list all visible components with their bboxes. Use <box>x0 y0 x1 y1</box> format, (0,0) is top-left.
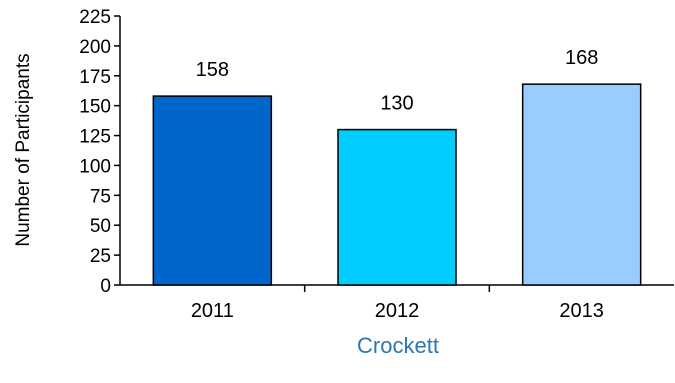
x-tick-label-2013: 2013 <box>559 300 604 322</box>
y-tick-label: 100 <box>79 156 111 177</box>
y-tick-label: 200 <box>79 37 111 58</box>
data-label-2012: 130 <box>380 93 413 115</box>
y-tick-label: 125 <box>79 127 111 148</box>
data-label-2011: 158 <box>196 59 229 81</box>
y-tick-label: 175 <box>79 67 111 88</box>
y-tick-label: 225 <box>79 7 111 28</box>
y-tick-label: 50 <box>90 216 111 237</box>
y-axis: 0 25 50 75 100 125 150 175 200 225 <box>79 7 121 297</box>
y-tick-label: 25 <box>90 246 111 267</box>
bar-2013 <box>521 83 642 286</box>
data-label-2013: 168 <box>565 47 598 69</box>
value-labels: 158 130 168 <box>196 47 599 114</box>
x-tick-label-2011: 2011 <box>191 300 234 322</box>
bars <box>152 83 642 286</box>
bar-2012 <box>337 128 457 286</box>
x-axis: 2011 2012 2013 <box>120 284 674 322</box>
x-tick-label-2012: 2012 <box>375 300 420 322</box>
y-axis-title: Number of Participants <box>13 53 34 246</box>
bar-2011 <box>152 95 273 286</box>
y-tick-label: 0 <box>100 276 111 297</box>
x-axis-title: Crockett <box>357 333 439 358</box>
y-tick-label: 150 <box>79 97 111 118</box>
y-tick-label: 75 <box>90 186 111 207</box>
